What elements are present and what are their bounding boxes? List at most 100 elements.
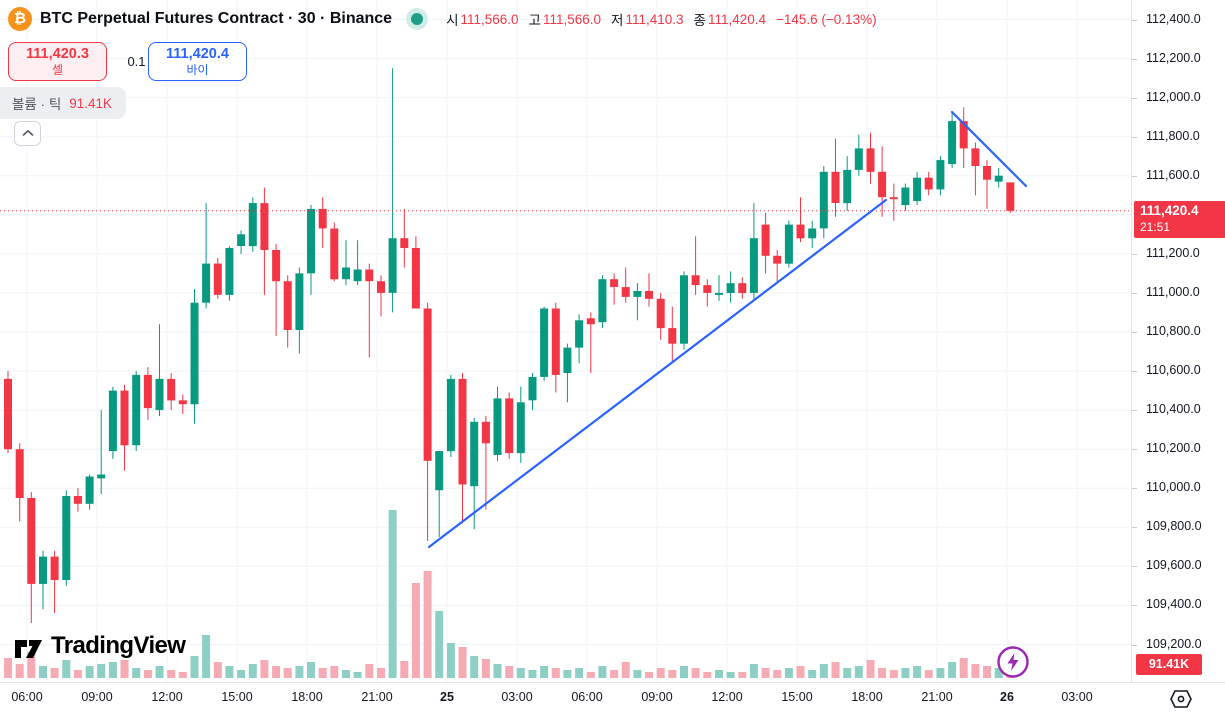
volume-bar	[878, 668, 887, 678]
candle	[703, 285, 712, 293]
quick-settings-icon[interactable]	[1168, 688, 1194, 710]
candle	[342, 267, 350, 280]
price-axis[interactable]: 111,420.4 21:51 91.41K 112,400.0 112,200.…	[1131, 0, 1225, 682]
last-price-value: 111,420.4	[1140, 202, 1199, 218]
candle	[959, 121, 968, 149]
candle	[248, 203, 257, 247]
candlestick-chart[interactable]	[0, 0, 1131, 682]
candle	[260, 203, 269, 250]
candle	[540, 308, 549, 377]
volume-bar	[85, 666, 94, 678]
candle	[784, 224, 793, 264]
chevron-up-icon	[22, 129, 33, 136]
time-axis-label: 15:00	[221, 690, 253, 704]
volume-bar	[889, 670, 898, 678]
volume-bar	[4, 658, 12, 678]
volume-bar	[155, 666, 164, 678]
time-axis-label: 06:00	[571, 690, 603, 704]
candle	[155, 378, 164, 411]
volume-bar	[598, 666, 607, 678]
price-axis-label: 110,200.0	[1146, 441, 1201, 456]
volume-bar	[178, 672, 187, 678]
volume-legend[interactable]: 볼륨 · 틱 91.41K	[0, 87, 127, 119]
volume-bar	[493, 664, 502, 678]
candle	[761, 224, 770, 256]
candle	[167, 378, 176, 401]
volume-bar	[563, 670, 572, 678]
volume-bar	[726, 672, 735, 678]
candle	[120, 390, 129, 446]
price-axis-label: 112,400.0	[1146, 11, 1201, 26]
open-label: 시	[446, 13, 459, 28]
market-status-icon[interactable]	[406, 8, 429, 30]
buy-label: 바이	[186, 63, 209, 77]
volume-bar	[680, 666, 688, 678]
time-axis-label: 06:00	[11, 690, 43, 704]
volume-bar	[400, 661, 409, 678]
trendline	[950, 110, 1028, 188]
price-axis-label: 110,000.0	[1146, 480, 1201, 495]
quantity-value[interactable]: 0.1	[127, 54, 146, 69]
buy-button[interactable]: 111,420.4 바이	[148, 42, 247, 81]
chart-pane[interactable]	[0, 0, 1131, 682]
time-axis-label: 15:00	[781, 690, 813, 704]
price-tick	[1132, 410, 1137, 412]
sell-button[interactable]: 111,420.3 셀	[8, 42, 107, 81]
candle	[423, 308, 432, 461]
candle	[901, 187, 910, 206]
time-axis-label: 12:00	[151, 690, 183, 704]
volume-bar	[272, 666, 281, 678]
candle	[610, 279, 619, 287]
candle	[225, 248, 234, 295]
candle	[365, 269, 374, 282]
volume-bar	[505, 666, 514, 678]
volume-bar	[470, 656, 479, 678]
volume-bar	[108, 662, 117, 678]
candle	[377, 281, 385, 293]
volume-bar	[551, 668, 560, 678]
candle	[202, 263, 211, 303]
candle	[493, 398, 502, 455]
tradingview-logo[interactable]: TradingView	[14, 632, 186, 660]
volume-bar	[715, 670, 723, 678]
time-axis-label: 18:00	[851, 690, 883, 704]
price-axis-label: 109,600.0	[1146, 558, 1202, 573]
candle	[27, 498, 36, 584]
candle	[283, 281, 292, 330]
candle	[983, 166, 991, 180]
candle	[715, 292, 723, 295]
candle	[738, 283, 747, 293]
candle	[39, 556, 47, 584]
candle	[435, 451, 444, 491]
candle	[994, 175, 1003, 182]
volume-bar	[866, 660, 875, 678]
price-tick	[1132, 332, 1137, 333]
candle	[948, 121, 957, 165]
volume-bar	[318, 668, 327, 678]
time-axis-label: 09:00	[81, 690, 113, 704]
tradingview-glyph-icon	[15, 640, 42, 658]
volume-bar	[143, 670, 152, 678]
time-axis-label: 12:00	[711, 690, 743, 704]
time-axis[interactable]: 06:00 09:00 12:00 15:00 18:00 21:00 25 03:00 06:…	[0, 682, 1225, 713]
lightning-icon	[1007, 653, 1019, 671]
volume-bar	[62, 660, 71, 678]
candle	[598, 279, 607, 323]
volume-bar	[365, 664, 374, 678]
candle	[563, 347, 572, 373]
collapse-button[interactable]	[14, 121, 41, 146]
time-axis-label: 09:00	[641, 690, 673, 704]
volume-bar	[120, 660, 129, 678]
volume-bar	[784, 668, 793, 678]
low-label: 저	[611, 13, 624, 28]
volume-bar	[913, 666, 922, 678]
candle	[85, 476, 94, 504]
lightning-button[interactable]	[996, 645, 1030, 679]
price-axis-label: 109,800.0	[1146, 519, 1202, 534]
candle	[878, 171, 887, 198]
volume-bar	[854, 666, 863, 678]
volume-bar	[260, 660, 269, 678]
price-tick	[1132, 449, 1137, 451]
symbol-title[interactable]: BTC Perpetual Futures Contract · 30 · Bi…	[40, 10, 393, 27]
candle	[656, 298, 665, 329]
